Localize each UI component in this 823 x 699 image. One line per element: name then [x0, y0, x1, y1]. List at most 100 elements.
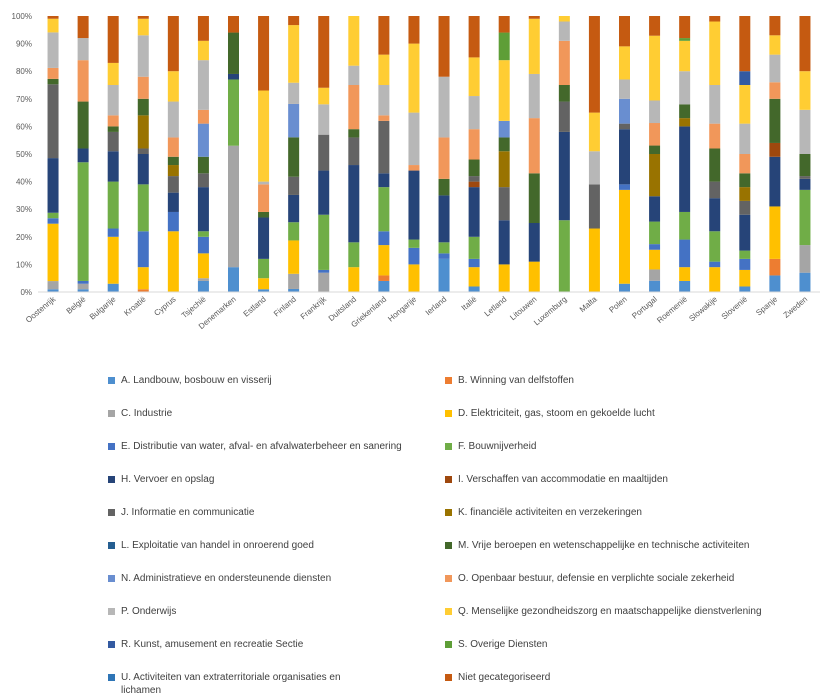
bar-segment — [468, 96, 480, 130]
bar-segment — [197, 280, 209, 292]
bar-segment — [769, 82, 781, 99]
legend-swatch — [108, 575, 115, 582]
bar-stack — [438, 16, 450, 292]
bar-segment — [438, 242, 450, 254]
legend-label: I. Verschaffen van accommodatie en maalt… — [458, 474, 668, 485]
bar-segment — [318, 16, 330, 88]
y-tick-label: 100% — [12, 12, 32, 21]
bar-segment — [769, 142, 781, 157]
bar-segment — [438, 178, 450, 196]
legend-label: J. Informatie en communicatie — [121, 507, 255, 518]
bar-segment — [679, 40, 691, 72]
bar-segment — [47, 281, 59, 290]
bar-segment — [318, 214, 330, 270]
bar-segment — [77, 283, 89, 290]
bar-segment — [228, 79, 239, 146]
bar-segment — [769, 54, 781, 83]
bar-segment — [679, 118, 691, 127]
bar-segment — [619, 46, 630, 80]
bar-segment — [167, 16, 179, 72]
y-tick-label: 20% — [16, 233, 32, 242]
bar-segment — [348, 165, 360, 243]
bar-segment — [318, 87, 330, 105]
legend-swatch — [445, 443, 452, 450]
bar-segment — [498, 151, 510, 188]
bar-segment — [468, 187, 480, 237]
bar-segment — [769, 206, 781, 259]
bar-segment — [709, 148, 721, 182]
bar-segment — [468, 129, 480, 160]
bar-segment — [107, 283, 119, 292]
bar-segment — [318, 269, 330, 273]
bar-segment — [558, 85, 570, 102]
bar-segment — [619, 283, 630, 292]
bar-segment — [258, 258, 270, 279]
bar-segment — [468, 181, 480, 188]
bar-segment — [318, 272, 330, 292]
bar-segment — [47, 78, 59, 85]
bar-segment — [679, 239, 691, 268]
bar-segment — [47, 84, 59, 159]
bar-segment — [47, 289, 59, 292]
legend-label: U. Activiteiten van extraterritoriale or… — [121, 672, 341, 696]
bar-segment — [137, 154, 149, 185]
bar-segment — [468, 258, 480, 268]
bar-segment — [649, 244, 661, 250]
legend-item: P. Onderwijs — [108, 605, 438, 633]
bar-segment — [739, 200, 751, 215]
y-axis: 0% 10% 20% 30% 40% 50% 60% 70% 80% 90% 100% — [12, 12, 32, 297]
y-tick-label: 10% — [16, 260, 32, 269]
bar-segment — [739, 16, 751, 72]
bar-segment — [288, 103, 300, 138]
bar-segment — [528, 223, 540, 262]
bar-segment — [167, 192, 179, 212]
legend-label: M. Vrije beroepen en wetenschappelijke e… — [458, 540, 750, 551]
legend-label: A. Landbouw, bosbouw en visserij — [121, 375, 272, 386]
bar-segment — [468, 286, 480, 292]
bar-segment — [438, 16, 450, 77]
bar-segment — [498, 120, 510, 138]
legend-label: Niet gecategoriseerd — [458, 672, 551, 683]
bar-segment — [558, 131, 570, 221]
bar-segment — [137, 267, 149, 290]
bars — [47, 16, 811, 292]
bar-segment — [739, 85, 751, 124]
legend-label: K. financiële activiteiten en verzekerin… — [458, 507, 642, 518]
bar-segment — [378, 115, 390, 121]
bar-segment — [77, 162, 89, 281]
legend-label: F. Bouwnijverheid — [458, 441, 537, 452]
bar-segment — [528, 261, 540, 292]
x-axis: Oostenrijk België Bulgarije Kroatië Cyprus Ts… — [24, 291, 820, 331]
bar-stack — [107, 16, 119, 292]
bar-stack — [649, 16, 661, 292]
x-tick-label: Zweden — [782, 295, 810, 320]
bar-segment — [47, 67, 59, 79]
bar-segment — [528, 18, 540, 74]
bar-segment — [709, 198, 721, 232]
bar-segment — [318, 104, 330, 135]
bar-segment — [167, 156, 179, 166]
legend-item: U. Activiteiten van extraterritoriale or… — [108, 671, 438, 699]
x-tick-label: Bulgarije — [88, 294, 118, 321]
legend-swatch — [445, 641, 452, 648]
bar-segment — [107, 16, 119, 63]
bar-segment — [107, 131, 119, 152]
bar-segment — [197, 253, 209, 279]
bar-segment — [709, 267, 721, 292]
bar-segment — [739, 123, 751, 154]
bar-segment — [107, 85, 119, 116]
bar-segment — [588, 184, 600, 229]
bar-segment — [137, 18, 149, 36]
bar-segment — [288, 82, 300, 104]
legend-item: N. Administratieve en ondersteunende die… — [108, 572, 438, 600]
y-tick-label: 80% — [16, 67, 32, 76]
bar-segment — [468, 236, 480, 259]
legend-swatch — [445, 674, 452, 681]
bar-segment — [438, 253, 450, 259]
bar-segment — [348, 137, 360, 166]
bar-segment — [528, 73, 540, 119]
bar-segment — [769, 35, 781, 55]
x-tick-label: Kroatië — [122, 294, 148, 318]
bar-segment — [167, 176, 179, 193]
bar-segment — [558, 220, 570, 292]
